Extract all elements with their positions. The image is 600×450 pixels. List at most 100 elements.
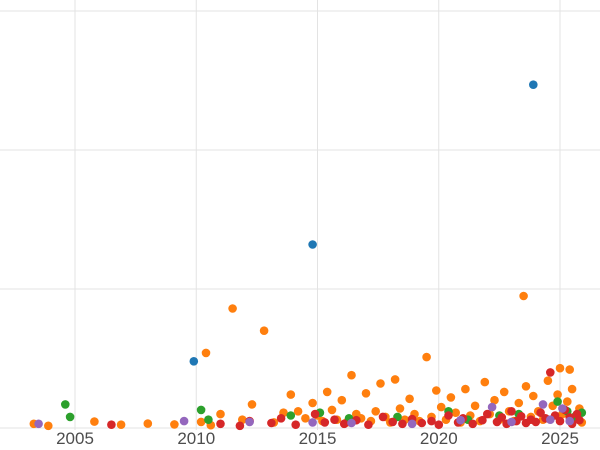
data-point-red (417, 418, 427, 428)
data-point-orange (563, 397, 572, 406)
data-point-green (196, 405, 206, 415)
data-point-orange (529, 391, 538, 401)
data-point-orange (490, 395, 499, 405)
data-point-orange (143, 419, 153, 428)
x-tick-label: 2020 (420, 429, 458, 448)
data-point-orange (432, 386, 441, 395)
data-point-red (507, 407, 516, 416)
data-point-red (483, 409, 492, 419)
data-point-red (276, 414, 286, 423)
data-point-red (497, 413, 507, 422)
data-point-green (286, 411, 296, 420)
data-point-orange (395, 404, 405, 413)
data-point-orange (308, 398, 317, 408)
data-point-green (61, 400, 70, 409)
data-point-red (320, 418, 330, 427)
data-point-blue (308, 240, 317, 249)
data-point-orange (216, 409, 225, 419)
data-point-orange (201, 348, 211, 358)
x-tick-label: 2005 (56, 429, 94, 448)
data-point-purple (308, 418, 317, 427)
data-point-purple (347, 418, 356, 428)
data-point-red (388, 417, 398, 427)
data-point-orange (565, 365, 574, 374)
data-point-orange (553, 390, 562, 399)
data-point-orange (90, 417, 99, 426)
data-point-orange (228, 304, 237, 313)
data-point-red (378, 412, 388, 422)
data-point-red (267, 418, 276, 428)
data-point-purple (546, 415, 555, 425)
data-point-red (339, 419, 349, 429)
data-point-orange (301, 414, 310, 423)
data-point-orange (405, 394, 414, 404)
data-point-orange (293, 407, 303, 416)
data-point-red (546, 368, 555, 377)
data-point-purple (538, 400, 548, 409)
data-point-blue (189, 357, 199, 366)
data-point-red (398, 419, 407, 429)
data-point-orange (286, 390, 296, 399)
data-point-orange (322, 387, 332, 397)
data-point-orange (436, 402, 446, 412)
data-point-red (444, 411, 453, 420)
x-tick-label: 2015 (299, 429, 337, 448)
x-tick-label: 2025 (541, 429, 579, 448)
data-point-orange (347, 370, 356, 380)
x-axis-tick-labels: 2005 2010 2015 2020 2025 (56, 429, 579, 448)
data-point-purple (558, 404, 567, 413)
data-point-orange (461, 384, 470, 394)
data-point-purple (565, 416, 574, 426)
data-point-orange (376, 379, 385, 388)
data-point-orange (196, 417, 206, 427)
data-point-orange (543, 376, 553, 386)
data-point-purple (34, 419, 43, 429)
data-point-red (291, 420, 301, 430)
data-point-orange (555, 363, 565, 373)
data-point-orange (521, 382, 531, 391)
data-point-green (204, 415, 213, 425)
data-point-orange (480, 377, 490, 387)
gridlines (0, 0, 600, 430)
data-point-red (310, 409, 320, 419)
data-point-orange (247, 400, 257, 409)
data-point-purple (407, 419, 417, 429)
data-point-red (434, 420, 444, 430)
data-point-purple (487, 402, 497, 412)
data-point-orange (390, 375, 400, 384)
data-point-orange (44, 421, 53, 431)
data-point-orange (470, 401, 480, 411)
data-point-red (536, 408, 545, 418)
data-point-red (575, 415, 584, 425)
data-point-orange (170, 420, 179, 429)
data-point-purple (507, 417, 516, 427)
data-point-red (427, 416, 436, 426)
data-point-orange (259, 326, 269, 336)
data-point-red (107, 420, 116, 430)
data-point-orange (361, 389, 371, 398)
data-point-orange (422, 352, 431, 362)
data-point-purple (456, 415, 465, 425)
data-point-red (555, 416, 565, 426)
data-point-orange (451, 408, 461, 418)
data-point-orange (327, 405, 337, 415)
data-points (29, 80, 587, 431)
data-point-red (531, 417, 541, 427)
data-point-orange (446, 393, 456, 402)
data-point-red (330, 415, 339, 425)
data-point-orange (514, 398, 524, 408)
data-point-blue (529, 80, 538, 89)
x-tick-label: 2010 (177, 429, 215, 448)
data-point-red (468, 419, 478, 429)
data-point-green (65, 412, 75, 422)
data-point-orange (519, 291, 528, 301)
data-point-orange (567, 384, 577, 394)
data-point-purple (245, 417, 254, 427)
data-point-green (553, 397, 562, 406)
data-point-red (478, 415, 487, 425)
data-point-orange (337, 395, 347, 405)
data-point-orange (371, 407, 381, 416)
data-point-red (235, 421, 245, 431)
data-point-red (216, 419, 225, 429)
